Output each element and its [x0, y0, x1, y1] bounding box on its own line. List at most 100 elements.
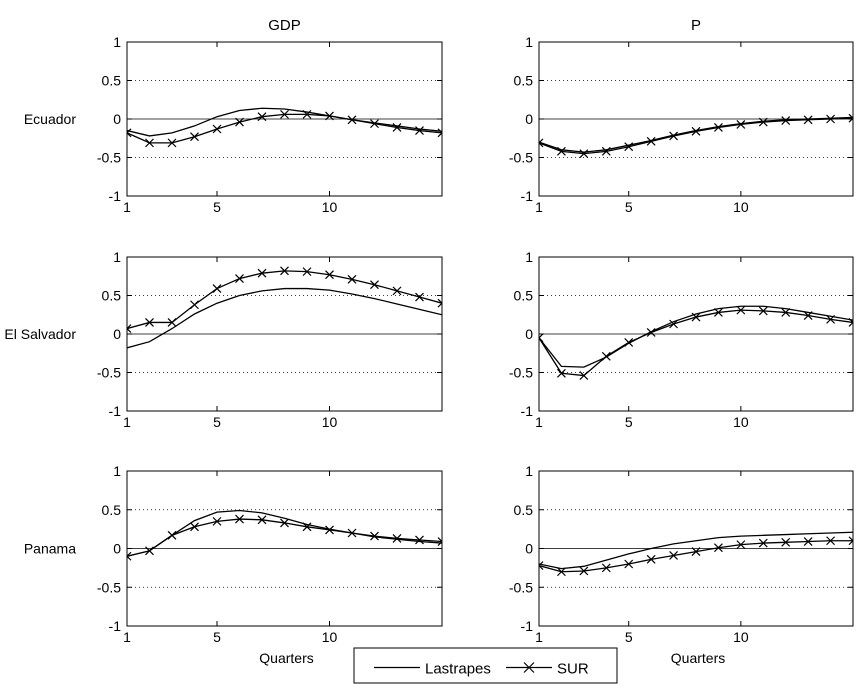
data-point-sur	[325, 525, 334, 535]
panel-el-salvador-p: 10.50-0.5-11 5 10	[509, 249, 854, 430]
x-tick-label: 10	[322, 629, 338, 645]
data-point-sur	[601, 351, 611, 361]
data-point-sur	[325, 270, 334, 280]
marker-stroke	[781, 116, 791, 125]
y-tick-label: 0	[113, 111, 121, 127]
marker-stroke	[235, 274, 244, 283]
data-point-sur	[714, 543, 723, 553]
marker-stroke	[325, 270, 334, 280]
marker-stroke	[212, 284, 222, 293]
y-tick-label: 0.5	[102, 502, 122, 518]
series-group	[539, 113, 853, 159]
data-point-sur	[646, 328, 656, 337]
x-tick-label: 10	[733, 629, 749, 645]
data-point-sur	[257, 112, 267, 122]
series-group	[127, 266, 442, 349]
marker-stroke	[437, 298, 442, 305]
series-line-lastrapes	[127, 107, 442, 137]
series-line-lastrapes	[539, 305, 853, 368]
x-tick-label: 5	[213, 414, 221, 430]
marker-stroke	[280, 518, 289, 528]
series-line-sur	[539, 117, 853, 155]
marker-stroke	[325, 525, 334, 535]
data-point-sur	[557, 567, 566, 577]
data-point-sur	[714, 123, 723, 132]
x-tick-label: 1	[123, 629, 131, 645]
marker-stroke	[437, 540, 442, 546]
data-point-sur	[669, 319, 678, 329]
marker-stroke	[127, 551, 132, 558]
x-tick-label: 1	[535, 414, 543, 430]
marker-stroke	[190, 522, 199, 532]
marker-stroke	[826, 114, 835, 124]
data-point-sur	[539, 561, 544, 570]
data-point-sur	[370, 119, 379, 129]
series-group	[127, 107, 442, 148]
y-tick-label: 0.5	[514, 288, 534, 304]
marker-stroke	[714, 543, 723, 553]
marker-stroke	[826, 314, 835, 324]
marker-stroke	[601, 563, 611, 573]
marker-stroke	[415, 292, 424, 302]
marker-stroke	[579, 566, 589, 576]
marker-stroke	[539, 564, 544, 570]
data-point-sur	[302, 109, 312, 119]
marker-stroke	[579, 371, 589, 381]
legend-marker-sur	[523, 662, 535, 673]
marker-stroke	[669, 131, 678, 141]
column-title-p: P	[691, 17, 701, 34]
y-tick-label: -1	[521, 403, 534, 419]
marker-stroke	[127, 327, 132, 334]
marker-stroke	[624, 559, 634, 569]
data-point-sur	[167, 318, 177, 327]
marker-stroke	[235, 117, 244, 127]
data-point-sur	[212, 284, 222, 293]
marker-stroke	[370, 119, 379, 129]
marker-stroke	[646, 554, 656, 564]
data-point-sur	[736, 119, 746, 129]
data-point-sur	[370, 280, 379, 290]
marker-stroke	[691, 312, 701, 322]
marker-stroke	[758, 306, 768, 316]
marker-stroke	[257, 268, 267, 278]
marker-stroke	[848, 117, 853, 123]
y-tick-label: -1	[109, 403, 122, 419]
marker-stroke	[669, 551, 678, 560]
data-point-sur	[826, 536, 835, 546]
y-tick-label: -0.5	[509, 579, 533, 595]
marker-stroke	[624, 338, 634, 347]
y-tick-label: 0	[525, 326, 533, 342]
marker-stroke	[848, 321, 853, 327]
data-point-sur	[280, 518, 289, 528]
data-point-sur	[347, 115, 357, 125]
marker-stroke	[347, 528, 357, 538]
marker-stroke	[437, 302, 442, 308]
marker-stroke	[392, 534, 402, 543]
data-point-sur	[691, 547, 701, 557]
marker-stroke	[302, 267, 312, 277]
data-point-sur	[848, 113, 853, 123]
y-tick-label: 1	[113, 249, 121, 265]
panel-ecuador-p: 10.50-0.5-11 5 10	[509, 34, 854, 215]
data-point-sur	[848, 318, 853, 327]
x-tick-label: 10	[733, 414, 749, 430]
data-point-sur	[190, 132, 199, 142]
x-tick-label: 1	[123, 199, 131, 215]
data-point-sur	[302, 267, 312, 277]
marker-stroke	[539, 333, 544, 339]
marker-stroke	[212, 516, 222, 526]
data-point-sur	[691, 312, 701, 322]
marker-stroke	[539, 561, 544, 567]
y-tick-label: 1	[525, 34, 533, 50]
data-point-sur	[392, 534, 402, 543]
marker-stroke	[280, 109, 289, 119]
marker-stroke	[127, 128, 132, 134]
y-tick-label: -1	[521, 618, 534, 634]
data-point-sur	[280, 109, 289, 119]
data-point-sur	[347, 274, 357, 284]
data-point-sur	[370, 531, 379, 541]
data-point-sur	[257, 268, 267, 278]
data-point-sur	[302, 522, 312, 532]
